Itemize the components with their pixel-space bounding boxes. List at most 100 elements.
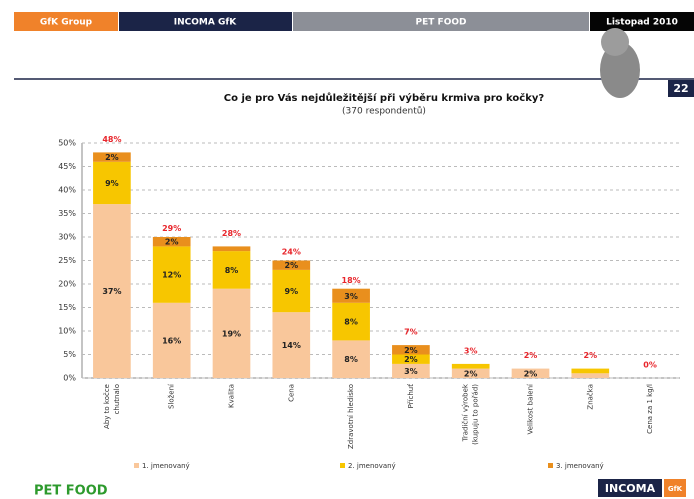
total-label: 2%	[584, 351, 598, 360]
y-tick-label: 10%	[58, 327, 76, 336]
y-tick-label: 0%	[63, 374, 76, 383]
legend-label: 3. jmenovaný	[556, 462, 604, 470]
bar-segment	[93, 161, 131, 205]
data-label: 14%	[282, 341, 301, 350]
page-badge	[668, 80, 694, 97]
data-label: 3%	[404, 367, 418, 376]
y-tick-label: 5%	[63, 350, 76, 359]
total-label: 29%	[162, 224, 181, 233]
footer-title: PET FOOD	[34, 484, 108, 499]
total-label: 28%	[222, 229, 241, 238]
data-label: 12%	[162, 271, 181, 280]
header-text: Listopad 2010	[606, 18, 678, 28]
data-label: 2%	[524, 369, 538, 378]
bar-segment	[511, 368, 550, 378]
data-label: 9%	[285, 287, 299, 296]
total-label: 48%	[102, 135, 121, 144]
logo-box	[598, 479, 662, 497]
chart-title: Co je pro Vás nejdůležitější při výběru …	[224, 91, 545, 104]
bar-segment	[272, 269, 311, 313]
bar-segment	[571, 373, 610, 378]
bar-segment	[571, 368, 610, 374]
data-label: 2%	[165, 238, 179, 247]
bar-segment	[152, 246, 191, 303]
bar-segment	[332, 288, 370, 303]
footer-logo-small: GfK	[668, 485, 683, 493]
bar-segment	[93, 152, 131, 162]
bar-segment	[272, 312, 311, 378]
cat-image	[601, 28, 629, 56]
x-tick-label: Příchuť	[406, 384, 415, 409]
bar-segment	[212, 251, 251, 289]
legend-swatch	[340, 463, 345, 468]
bar-segment	[392, 345, 430, 355]
data-label: 2%	[404, 346, 418, 355]
data-label: 8%	[344, 318, 358, 327]
x-tick-label: Aby to kočce	[103, 384, 111, 429]
header-text: PET FOOD	[416, 18, 467, 28]
header-text: GfK Group	[40, 18, 93, 28]
bar-segment	[212, 288, 251, 378]
x-tick-label: Zdravotní hledisko	[347, 384, 355, 449]
bar-segment	[272, 260, 311, 270]
x-tick-label: Cena za 1 kg/l	[646, 384, 654, 434]
data-label: 2%	[285, 261, 299, 270]
x-tick-label: Kvalita	[228, 384, 236, 408]
header-cell	[590, 12, 694, 31]
bar-segment	[332, 340, 370, 378]
x-tick-label: chutnalo	[113, 384, 121, 414]
data-label: 3%	[344, 292, 358, 301]
y-tick-label: 35%	[58, 209, 76, 218]
total-label: 7%	[404, 328, 418, 337]
total-label: 3%	[464, 346, 478, 355]
y-tick-label: 15%	[58, 303, 76, 312]
header-cell	[119, 12, 292, 31]
legend-swatch	[134, 463, 139, 468]
page-number: 22	[673, 82, 688, 95]
x-tick-label: (kupuju to pořád)	[472, 384, 480, 445]
y-tick-label: 20%	[58, 280, 76, 289]
y-tick-label: 25%	[58, 256, 76, 265]
legend-label: 2. jmenovaný	[348, 462, 396, 470]
legend-swatch	[548, 463, 553, 468]
y-tick-label: 50%	[58, 139, 76, 148]
bar-segment	[392, 354, 430, 364]
data-label: 2%	[105, 153, 119, 162]
x-tick-label: Značka	[586, 384, 594, 410]
header-text: INCOMA GfK	[174, 18, 237, 28]
x-tick-label: Složení	[168, 383, 176, 409]
header-cell	[14, 12, 118, 31]
bar-segment	[332, 302, 370, 341]
bar-segment	[392, 363, 430, 378]
data-label: 8%	[344, 355, 358, 364]
bar-segment	[152, 302, 191, 378]
x-tick-label: Cena	[287, 384, 295, 402]
data-label: 2%	[464, 369, 478, 378]
chart-subtitle: (370 respondentů)	[342, 106, 426, 117]
bar-segment	[93, 204, 131, 378]
data-label: 2%	[404, 355, 418, 364]
total-label: 0%	[643, 361, 657, 370]
x-tick-label: Tradiční výrobek	[462, 383, 470, 442]
bar-segment	[152, 237, 191, 247]
x-tick-label: Velikost balení	[527, 383, 535, 435]
data-label: 19%	[222, 329, 241, 338]
header-cell	[293, 12, 589, 31]
data-label: 9%	[105, 179, 119, 188]
data-label: 37%	[102, 287, 121, 296]
logo-box	[664, 479, 686, 497]
total-label: 18%	[342, 276, 361, 285]
total-label: 2%	[524, 351, 538, 360]
y-tick-label: 30%	[58, 233, 76, 242]
bar-segment	[212, 246, 251, 252]
bar-segment	[451, 363, 490, 369]
legend-label: 1. jmenovaný	[142, 462, 190, 470]
cat-image	[600, 42, 640, 98]
data-label: 8%	[225, 266, 239, 275]
y-tick-label: 45%	[58, 162, 76, 171]
y-tick-label: 40%	[58, 186, 76, 195]
data-label: 16%	[162, 336, 181, 345]
total-label: 24%	[282, 248, 301, 257]
footer-logo: INCOMA	[605, 482, 656, 495]
